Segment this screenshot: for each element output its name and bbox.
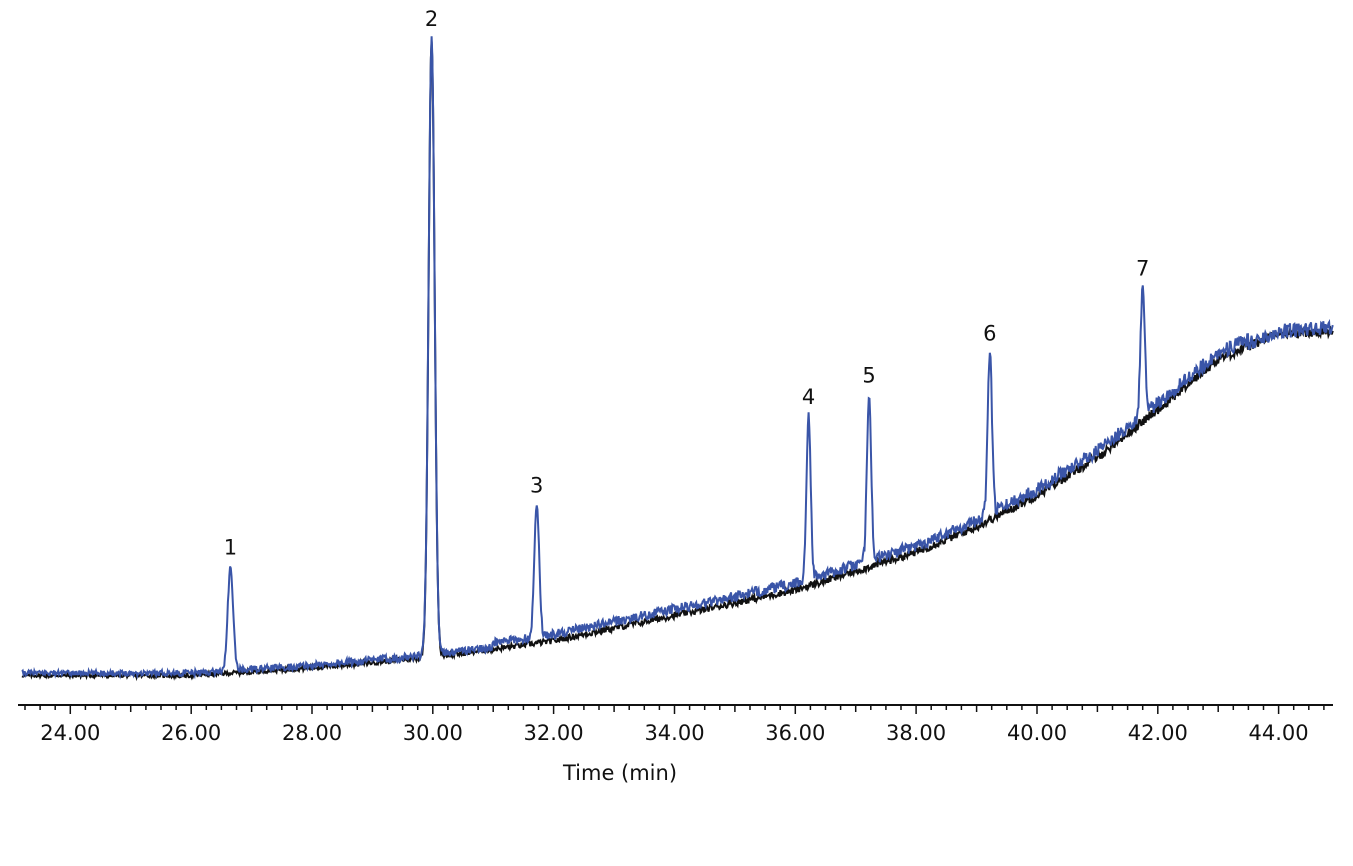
x-tick-label: 26.00	[161, 721, 221, 745]
x-tick-label: 28.00	[282, 721, 342, 745]
x-tick-label: 34.00	[644, 721, 704, 745]
peak-label-1: 1	[224, 536, 237, 560]
x-tick-label: 40.00	[1007, 721, 1067, 745]
x-tick-label: 42.00	[1128, 721, 1188, 745]
peak-label-5: 5	[862, 363, 875, 387]
peak-labels: 1 2 3 4 5 6 7	[224, 7, 1150, 560]
plot-area	[21, 36, 1334, 682]
series-line-sample	[21, 36, 1334, 680]
x-axis: 24.00 26.00 28.00 30.00 32.00 34.00 36.00 38.00…	[18, 704, 1333, 745]
x-tick-label: 44.00	[1249, 721, 1309, 745]
x-tick-labels: 24.00 26.00 28.00 30.00 32.00 34.00 36.00 38.00…	[40, 721, 1308, 745]
peak-label-7: 7	[1136, 256, 1149, 280]
series-line-blank	[21, 41, 1334, 682]
x-tick-label: 30.00	[403, 721, 463, 745]
x-tick-label: 36.00	[765, 721, 825, 745]
x-tick-label: 32.00	[524, 721, 584, 745]
peak-label-3: 3	[530, 474, 543, 498]
x-axis-title: Time (min)	[562, 761, 677, 785]
peak-label-2: 2	[425, 7, 438, 31]
x-tick-label: 38.00	[886, 721, 946, 745]
x-tick-label: 24.00	[40, 721, 100, 745]
peak-label-6: 6	[983, 322, 996, 346]
peak-label-4: 4	[802, 385, 815, 409]
x-ticks	[24, 705, 1325, 714]
